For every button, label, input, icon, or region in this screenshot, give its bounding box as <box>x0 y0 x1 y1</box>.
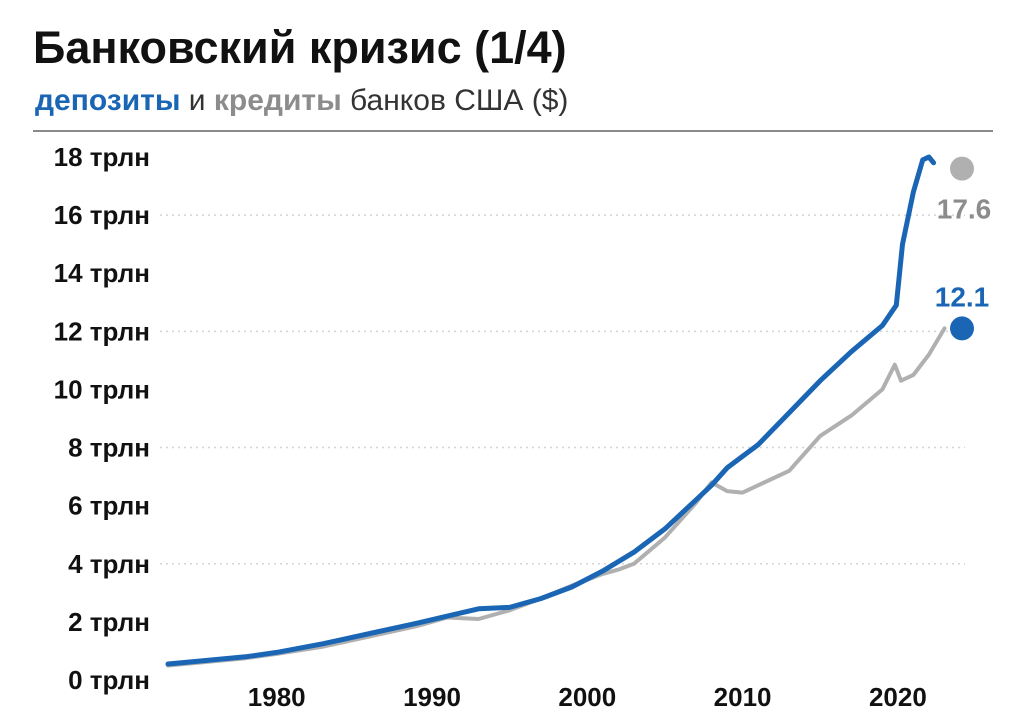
y-tick-label: 16 трлн <box>54 200 150 230</box>
deposits-series-line <box>165 154 937 667</box>
y-tick-label: 8 трлн <box>68 433 150 463</box>
chart-title: Банковский кризис (1/4) <box>33 22 567 73</box>
y-tick-label: 4 трлн <box>68 549 150 579</box>
loans-series-line <box>166 326 947 668</box>
y-tick-label: 18 трлн <box>54 142 150 172</box>
y-tick-label: 0 трлн <box>68 665 150 695</box>
subtitle-connector: и <box>180 84 214 117</box>
subtitle-loans: кредиты <box>213 84 342 117</box>
y-tick-label: 12 трлн <box>54 316 150 346</box>
x-tick-label: 2010 <box>714 682 772 712</box>
title-divider <box>33 130 993 132</box>
y-tick-label: 14 трлн <box>54 258 150 288</box>
y-tick-label: 2 трлн <box>68 607 150 637</box>
y-tick-label: 6 трлн <box>68 491 150 521</box>
subtitle-rest: банков США ($) <box>341 84 569 117</box>
x-tick-label: 2020 <box>869 682 927 712</box>
x-tick-label: 1980 <box>248 682 306 712</box>
deposits-end-marker <box>950 316 974 341</box>
chart-subtitle: депозиты и кредиты банков США ($) <box>35 84 568 118</box>
loans-end-label: 17.6 <box>937 194 992 225</box>
x-tick-label: 1990 <box>403 682 461 712</box>
loans-end-marker <box>950 156 974 181</box>
x-tick-label: 2000 <box>558 682 616 712</box>
deposits-end-label: 12.1 <box>935 281 990 312</box>
subtitle-deposits: депозиты <box>35 84 181 117</box>
y-tick-label: 10 трлн <box>54 374 150 404</box>
